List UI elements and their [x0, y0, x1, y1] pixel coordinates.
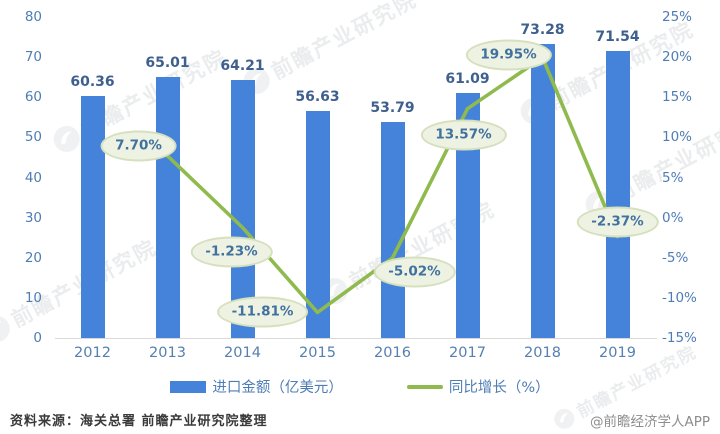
bar-2012	[80, 95, 105, 338]
right-axis-tick: 0%	[662, 209, 684, 226]
legend-item-imports: 进口金额（亿美元）	[170, 376, 343, 397]
growth-line	[165, 55, 620, 315]
bar-value-label: 64.21	[220, 58, 265, 75]
legend: 进口金额（亿美元） 同比增长（%）	[0, 376, 720, 397]
right-axis-tick: -10%	[662, 289, 697, 306]
right-axis-tick: 5%	[662, 169, 684, 186]
left-axis-tick: 70	[24, 49, 42, 66]
left-axis-tick: 60	[24, 89, 42, 106]
bar-swatch-icon	[170, 380, 207, 393]
legend-item-growth: 同比增长（%）	[406, 376, 550, 397]
left-axis-tick: 30	[24, 209, 42, 226]
bar-value-label: 60.36	[70, 73, 115, 90]
left-axis-tick: 10	[24, 289, 42, 306]
credit-note: @前瞻经济学人APP	[589, 414, 710, 430]
left-axis-tick: 0	[33, 330, 42, 346]
x-axis-label: 2016	[374, 345, 411, 361]
x-axis-line	[55, 338, 657, 339]
source-note: 资料来源：海关总署 前瞻产业研究院整理	[10, 414, 268, 429]
x-axis-label: 2017	[449, 345, 486, 361]
bar-2018	[530, 43, 555, 338]
legend-label: 同比增长（%）	[448, 380, 550, 396]
right-axis-tick: 20%	[662, 49, 693, 66]
left-axis-tick: 40	[24, 169, 42, 186]
bar-2013	[155, 77, 180, 338]
x-axis-label: 2018	[524, 345, 561, 361]
right-axis-tick: -5%	[662, 249, 689, 266]
bar-2016	[380, 122, 405, 338]
left-axis-tick: 50	[24, 129, 42, 146]
bar-value-label: 61.09	[445, 70, 490, 87]
plot-area: 60.36 65.01 64.21 56.63 53.79 61.09 73.28 71.54…	[55, 17, 659, 338]
bar-value-label: 73.28	[520, 21, 565, 38]
x-axis-label: 2012	[74, 345, 111, 361]
line-swatch-icon	[406, 384, 443, 389]
right-axis-tick: -15%	[662, 330, 697, 346]
growth-point-label: 7.70%	[100, 130, 177, 162]
growth-point-label: -2.37%	[576, 206, 659, 238]
bar-value-label: 53.79	[370, 100, 415, 117]
x-axis-label: 2015	[299, 345, 336, 361]
left-axis-tick: 20	[24, 249, 42, 266]
right-axis-tick: 10%	[662, 129, 693, 146]
bar-2014	[230, 80, 255, 338]
bar-2015	[305, 110, 330, 338]
bar-2019	[605, 50, 630, 338]
footer: 资料来源：海关总署 前瞻产业研究院整理 @前瞻经济学人APP	[0, 406, 720, 430]
bar-value-label: 65.01	[145, 55, 190, 72]
growth-point-label: 19.95%	[465, 39, 552, 71]
bar-value-label: 71.54	[595, 28, 640, 45]
right-axis-tick: 15%	[662, 89, 693, 106]
growth-point-label: -1.23%	[190, 236, 273, 268]
growth-point-label: 13.57%	[420, 119, 507, 151]
x-axis-label: 2014	[224, 345, 261, 361]
growth-point-label: -5.02%	[373, 256, 456, 288]
x-axis-label: 2013	[149, 345, 186, 361]
right-axis-tick: 25%	[662, 9, 693, 25]
bar-value-label: 56.63	[295, 88, 340, 105]
left-axis-tick: 80	[24, 9, 42, 25]
legend-label: 进口金额（亿美元）	[212, 380, 343, 396]
growth-point-label: -11.81%	[216, 296, 309, 328]
x-axis-label: 2019	[599, 345, 636, 361]
